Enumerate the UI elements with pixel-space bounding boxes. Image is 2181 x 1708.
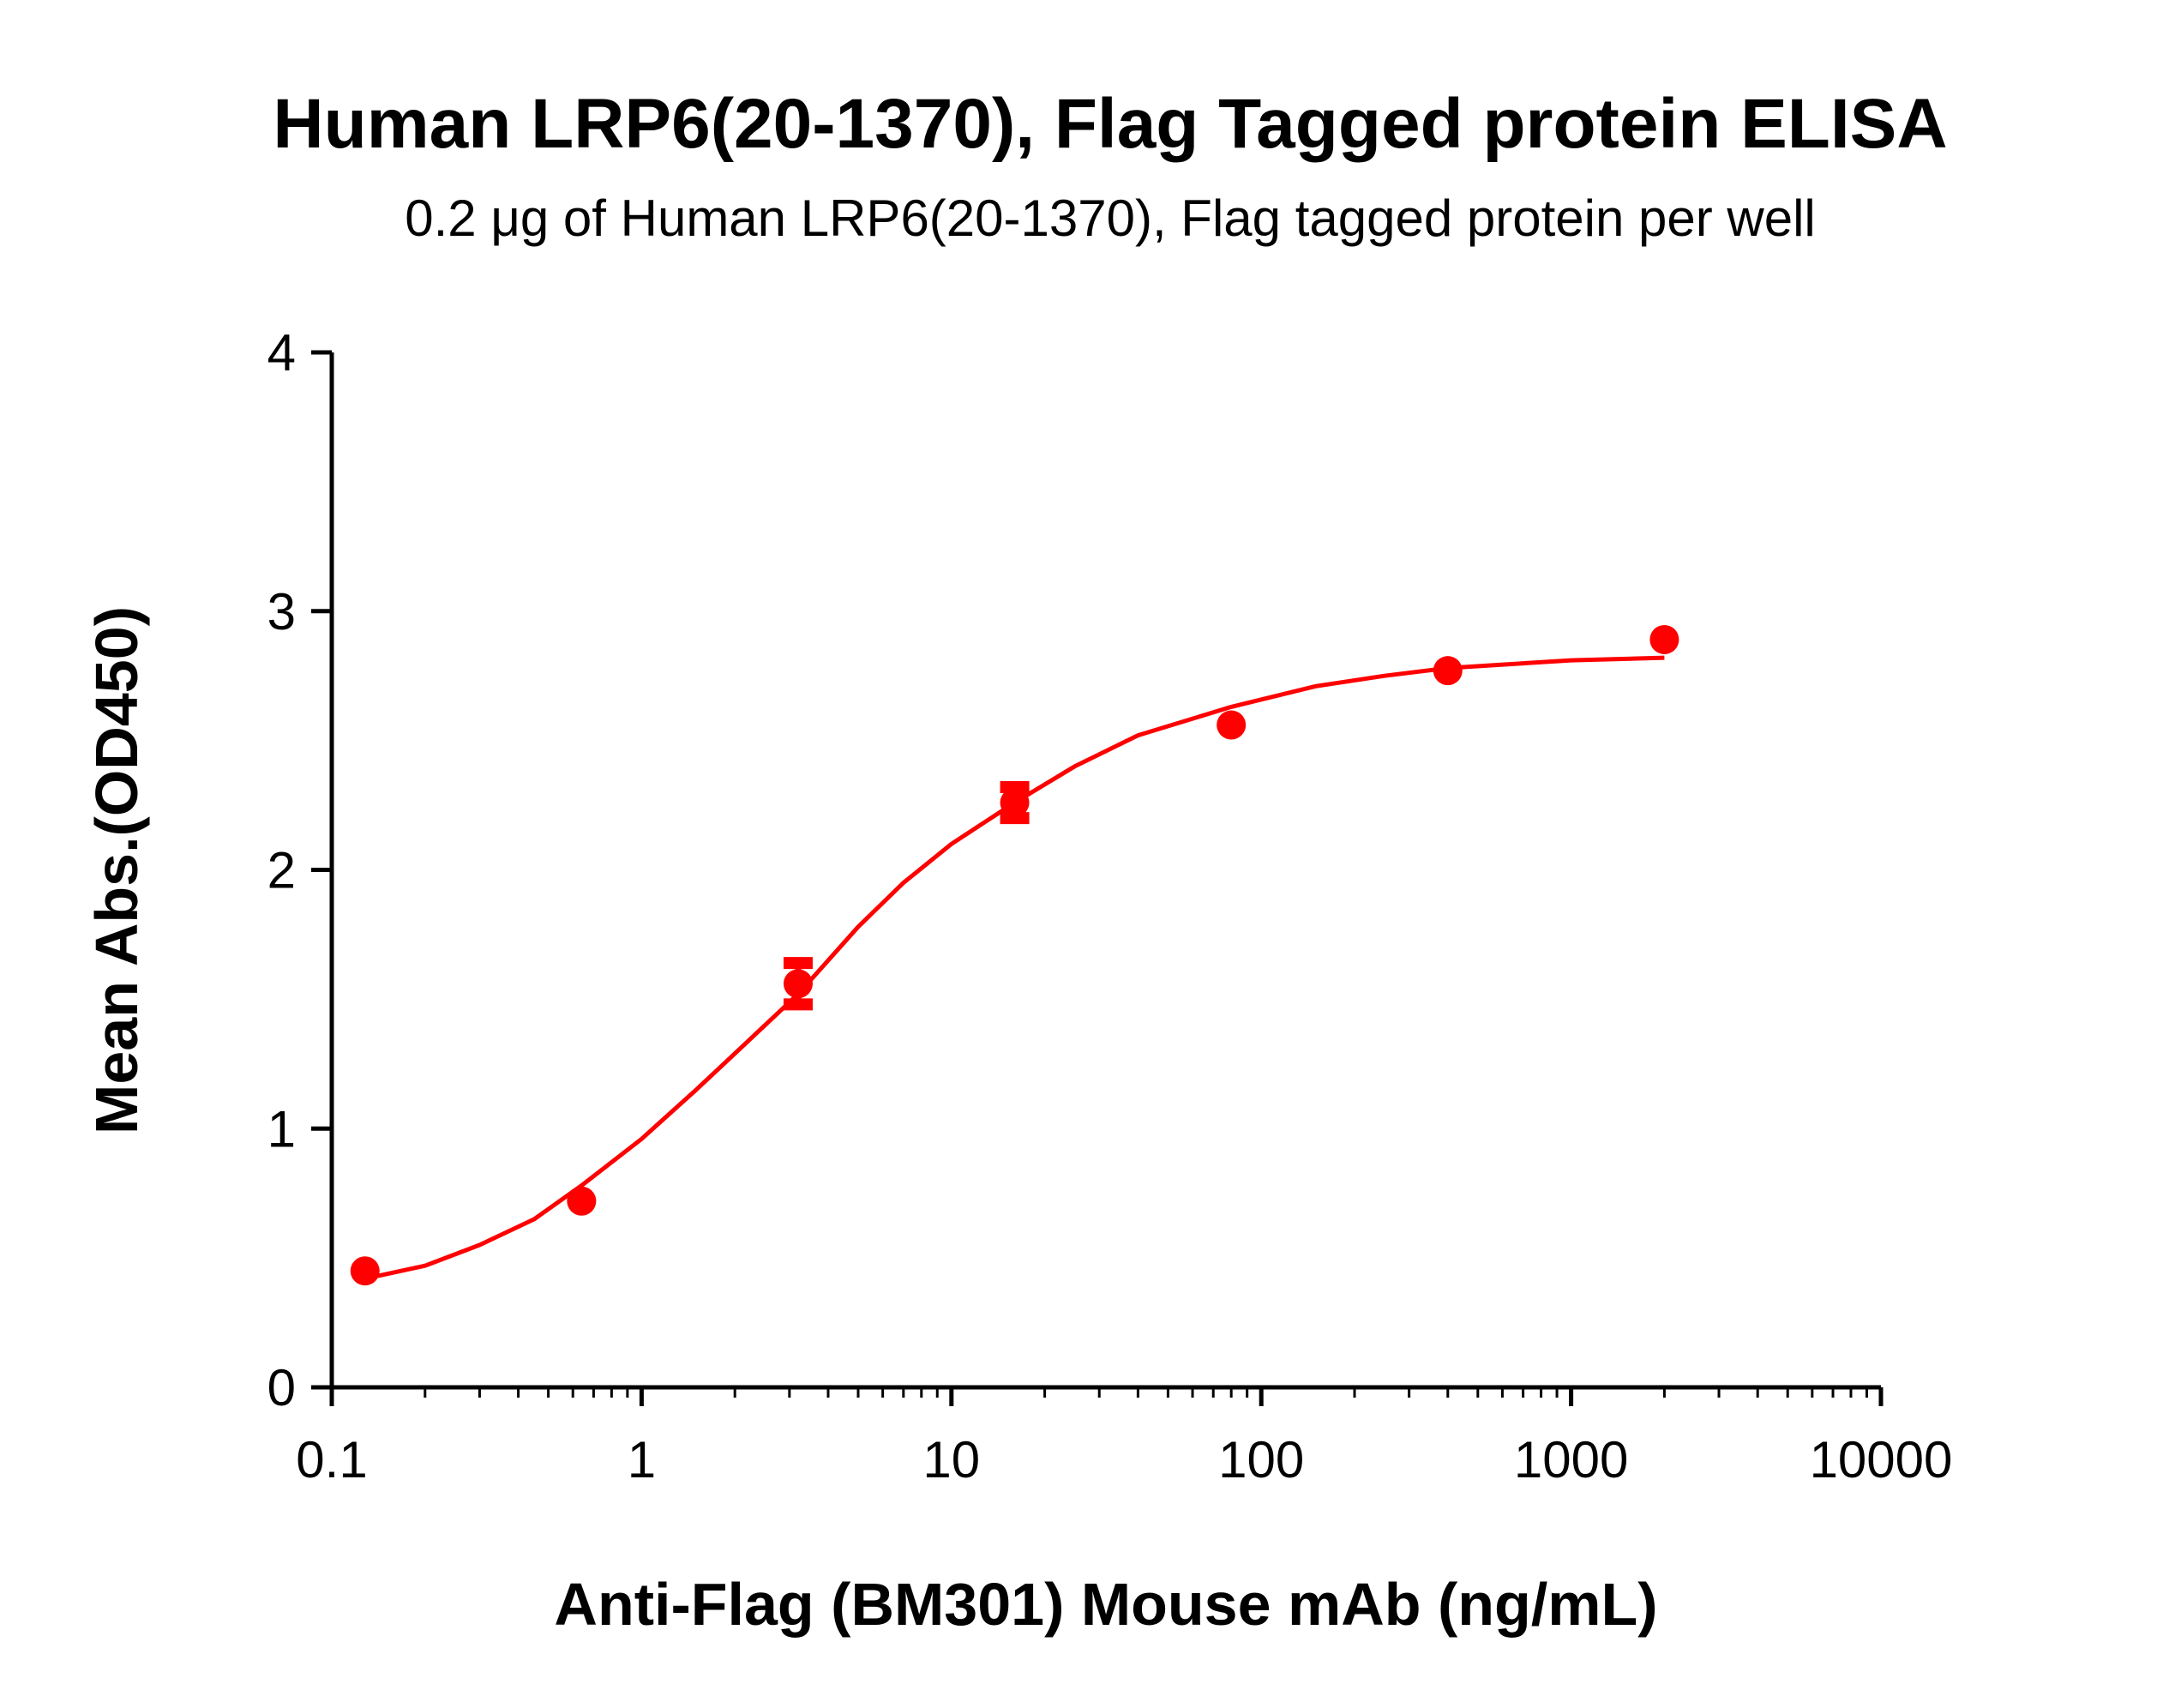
chart-title: Human LRP6(20-1370), Flag Tagged protein…: [273, 85, 1947, 163]
y-axis-label: Mean Abs.(OD450): [83, 606, 150, 1134]
data-point: [1217, 710, 1247, 740]
x-tick-label: 10000: [1810, 1431, 1953, 1488]
x-tick-label: 1000: [1514, 1431, 1628, 1488]
y-tick-label: 0: [267, 1359, 296, 1416]
x-tick-label: 10: [922, 1431, 980, 1488]
x-tick-label: 100: [1218, 1431, 1304, 1488]
x-axis-label: Anti-Flag (BM301) Mouse mAb (ng/mL): [554, 1571, 1657, 1638]
data-point: [783, 969, 813, 999]
data-marks: [350, 624, 1679, 1286]
x-tick-label: 1: [628, 1431, 656, 1488]
data-point: [350, 1256, 380, 1286]
y-tick-label: 1: [267, 1100, 296, 1158]
x-tick-label: 0.1: [296, 1431, 367, 1488]
chart-subtitle: 0.2 μg of Human LRP6(20-1370), Flag tagg…: [405, 189, 1816, 247]
data-point: [567, 1186, 597, 1216]
fit-curve: [364, 655, 1665, 1281]
axes: 0.1 1 10 100 1000 10000 0 1 2 3 4: [267, 324, 1953, 1488]
data-point: [1433, 656, 1463, 686]
data-point: [1649, 624, 1679, 654]
y-tick-label: 3: [267, 583, 296, 640]
y-tick-label: 2: [267, 842, 296, 899]
y-tick-label: 4: [267, 324, 296, 382]
data-point: [1000, 788, 1030, 818]
